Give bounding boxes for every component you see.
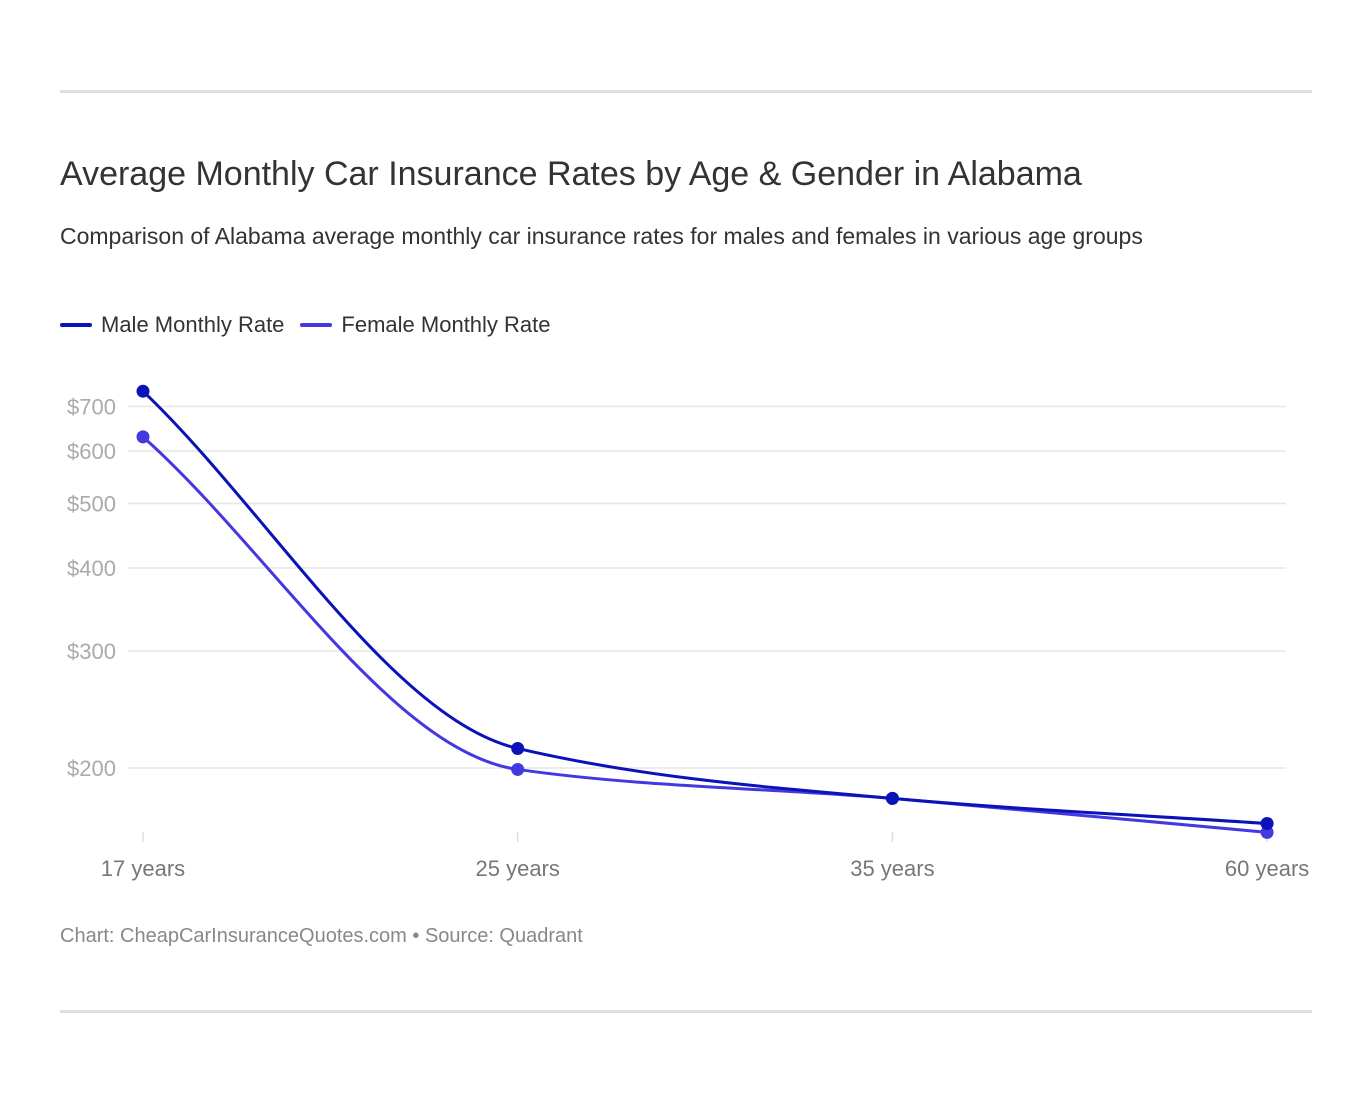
data-point-male [511, 741, 525, 755]
legend: Male Monthly Rate Female Monthly Rate [60, 312, 551, 338]
x-tick-label: 35 years [850, 856, 934, 881]
legend-label: Male Monthly Rate [101, 312, 285, 337]
legend-item-male[interactable]: Male Monthly Rate [60, 312, 284, 338]
x-tick-label: 60 years [1225, 856, 1309, 881]
female-swatch [300, 323, 333, 327]
y-tick-label: $700 [67, 394, 116, 419]
y-tick-label: $400 [67, 556, 116, 581]
y-tick-label: $200 [67, 756, 116, 781]
data-point-female [1260, 825, 1274, 839]
chart-title: Average Monthly Car Insurance Rates by A… [60, 155, 1082, 193]
x-tick-label: 25 years [476, 856, 560, 881]
data-point-male [885, 791, 899, 805]
y-tick-label: $300 [67, 639, 116, 664]
x-tick-label: 17 years [101, 856, 185, 881]
legend-item-female[interactable]: Female Monthly Rate [300, 312, 551, 338]
data-point-female [136, 430, 150, 444]
top-divider [60, 90, 1312, 93]
legend-label: Female Monthly Rate [341, 312, 551, 337]
y-tick-label: $600 [67, 439, 116, 464]
male-swatch [60, 323, 92, 327]
bottom-divider [60, 1010, 1312, 1013]
data-point-male [136, 384, 150, 398]
series-line-female [142, 435, 1268, 834]
chart-footer: Chart: CheapCarInsuranceQuotes.com • Sou… [60, 925, 583, 947]
chart-subtitle: Comparison of Alabama average monthly ca… [60, 223, 1143, 249]
data-point-female [511, 762, 525, 776]
y-tick-label: $500 [67, 492, 116, 517]
data-point-male [1260, 817, 1274, 831]
series-line-male [141, 390, 1268, 826]
